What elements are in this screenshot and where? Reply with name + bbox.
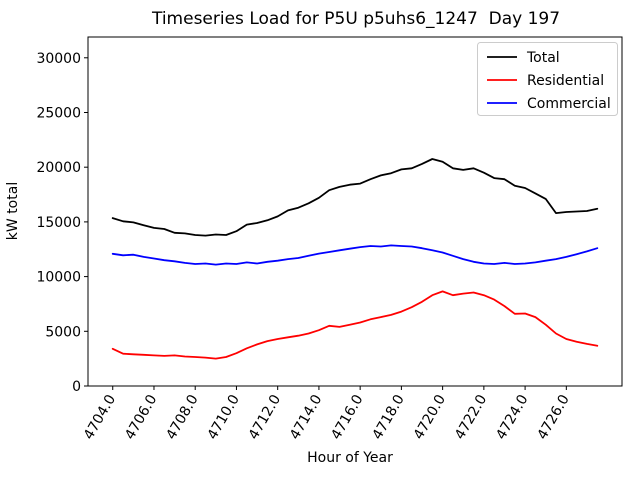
x-tick-label: 4710.0: [205, 392, 243, 442]
y-tick-label: 10000: [36, 270, 81, 286]
x-tick-label: 4720.0: [411, 392, 449, 442]
x-tick-label: 4718.0: [369, 392, 407, 442]
x-tick-label: 4712.0: [246, 392, 284, 442]
y-axis-label: kW total: [5, 182, 21, 240]
x-tick-label: 4724.0: [493, 392, 531, 442]
legend-label-commercial: Commercial: [527, 96, 611, 112]
y-tick-label: 5000: [45, 324, 81, 340]
y-tick-label: 15000: [36, 215, 81, 231]
series-line-total: [111, 158, 599, 237]
x-tick-label: 4704.0: [81, 392, 119, 442]
legend: Total Residential Commercial: [477, 42, 618, 116]
y-tick-label: 25000: [36, 105, 81, 121]
x-tick-label: 4722.0: [452, 392, 490, 442]
y-tick-label: 30000: [36, 51, 81, 67]
x-axis-label: Hour of Year: [307, 450, 393, 466]
chart-title: Timeseries Load for P5U p5uhs6_1247 Day …: [151, 9, 560, 29]
x-tick-label: 4708.0: [163, 392, 201, 442]
legend-box: [477, 42, 618, 116]
legend-label-total: Total: [526, 50, 560, 66]
series-line-residential: [111, 290, 599, 360]
x-tick-label: 4726.0: [534, 392, 572, 442]
y-tick-label: 20000: [36, 160, 81, 176]
legend-label-residential: Residential: [527, 73, 604, 89]
x-tick-label: 4716.0: [328, 392, 366, 442]
series-line-commercial: [111, 244, 599, 266]
series-lines: [111, 158, 599, 360]
x-tick-label: 4706.0: [122, 392, 160, 442]
y-tick-label: 0: [72, 379, 81, 395]
x-tick-label: 4714.0: [287, 392, 325, 442]
